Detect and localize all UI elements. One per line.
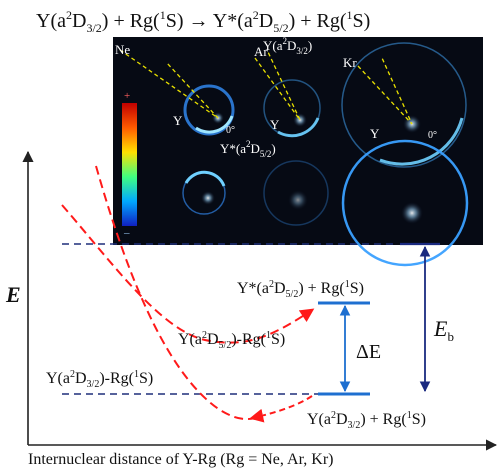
label-kr: Kr xyxy=(343,55,357,70)
intensity-colorbar xyxy=(122,103,137,226)
image-kr-ystar xyxy=(341,139,469,267)
y-axis-label: E xyxy=(5,282,21,307)
image-background xyxy=(113,37,483,245)
label-complex-upper: Y(a2D5/2)-Rg(1S) xyxy=(178,330,285,351)
label-ar: Ar xyxy=(254,44,268,59)
delta-e-label: ΔE xyxy=(356,341,381,363)
label-zero-deg-2: 0° xyxy=(428,130,437,141)
lower-potential-curve xyxy=(95,165,263,421)
label-y-kr: Y xyxy=(370,126,380,141)
label-y-ne: Y xyxy=(173,113,183,128)
reaction-title: Y(a2D3/2) + Rg(1S) → Y*(a2D5/2) + Rg(1S) xyxy=(36,8,370,35)
image-ne-ystar xyxy=(182,170,226,215)
image-kr-ya2d32: Kr Y 0° xyxy=(341,42,467,168)
label-complex-lower: Y(a2D3/2)-Rg(1S) xyxy=(46,369,153,390)
label-ystar-panel: Y*(a2D5/2) xyxy=(220,139,276,159)
label-ya2d32-panel: Y(a2D3/2) xyxy=(263,36,312,56)
velocity-map-image-panel: + – Ne Y 0° Ar Y Y(a2D3/2) xyxy=(113,36,483,267)
eb-label: Eb xyxy=(433,316,454,344)
colorbar-plus: + xyxy=(124,90,130,102)
colorbar-minus: – xyxy=(123,227,130,239)
x-axis-label: Internuclear distance of Y-Rg (Rg = Ne, … xyxy=(28,451,333,468)
image-ar-ystar: Y*(a2D5/2) xyxy=(220,139,329,226)
label-zero-deg-1: 0° xyxy=(226,125,235,136)
label-y-ar: Y xyxy=(270,117,280,132)
label-ne: Ne xyxy=(115,42,130,57)
label-upper-state: Y*(a2D5/2) + Rg(1S) xyxy=(237,279,364,300)
image-ne-ya2d32: Ne Y 0° xyxy=(115,42,235,136)
upper-potential-curve xyxy=(61,204,315,344)
lower-curve-arrow xyxy=(249,395,313,423)
image-ar-ya2d32: Ar Y Y(a2D3/2) xyxy=(254,36,321,138)
energy-diagram: E Internuclear distance of Y-Rg (Rg = Ne… xyxy=(5,150,498,468)
label-lower-state: Y(a2D3/2) + Rg(1S) xyxy=(307,410,426,431)
